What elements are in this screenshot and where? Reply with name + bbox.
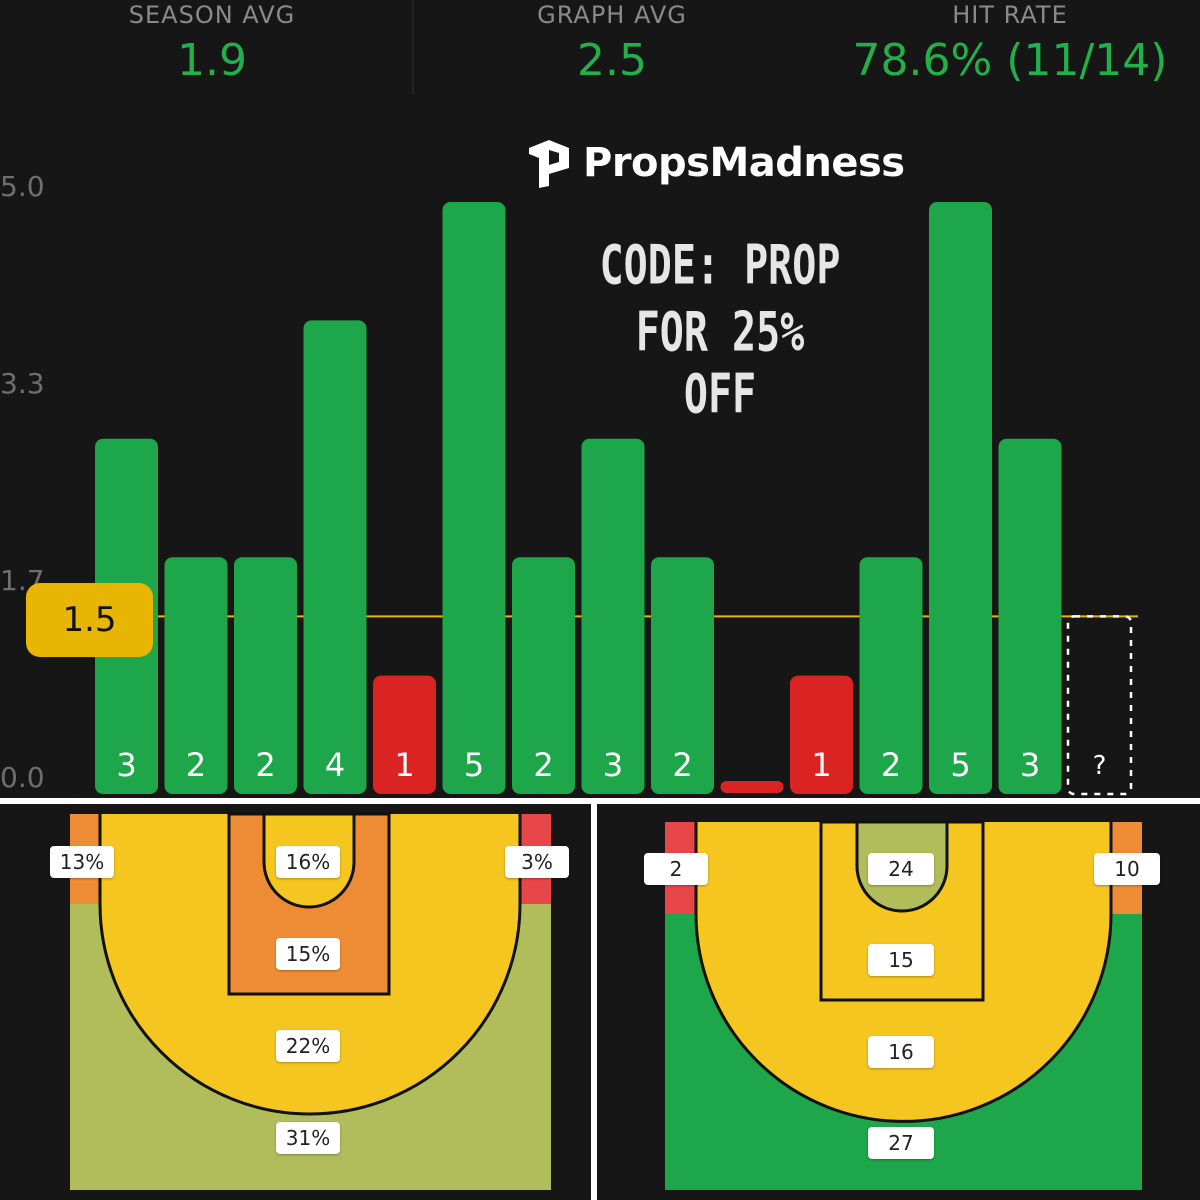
prop-line-badge: 1.5 <box>26 583 153 657</box>
section-divider <box>0 798 1200 804</box>
bar-value-label: 2 <box>672 746 692 784</box>
season-avg-label: SEASON AVG <box>128 1 296 29</box>
brand-logo: PropsMadness <box>527 137 905 189</box>
graph-avg-label: GRAPH AVG <box>537 1 687 29</box>
game-bar[interactable] <box>234 557 297 794</box>
bar-value-label: 2 <box>255 746 275 784</box>
bar-value-label: 3 <box>1020 746 1040 784</box>
promo-discount-text: FOR 25% OFF <box>635 301 805 427</box>
bar-value-label: 1 <box>394 746 414 784</box>
bar-value-label: 5 <box>464 746 484 784</box>
y-tick-label: 5.0 <box>0 170 45 203</box>
hit-rate-value: 78.6% (11/14) <box>852 35 1168 86</box>
left-corner-label: 13% <box>50 846 114 878</box>
game-bar[interactable] <box>164 557 228 794</box>
game-bar[interactable] <box>720 781 784 793</box>
restricted-area-label: 16% <box>276 846 340 878</box>
game-bar[interactable] <box>859 557 923 794</box>
bar-value-label: 2 <box>186 746 206 784</box>
bar-value-label: 2 <box>533 746 553 784</box>
right-corner-label: 3% <box>505 846 569 878</box>
y-tick-label: 0.0 <box>0 761 45 794</box>
graph-avg-stat: GRAPH AVG 2.5 <box>462 0 762 100</box>
brand-name: PropsMadness <box>583 140 905 186</box>
season-avg-stat: SEASON AVG 1.9 <box>62 0 362 100</box>
upcoming-game-label: ? <box>1093 751 1107 781</box>
game-bar[interactable] <box>303 320 367 794</box>
paint-label: 15 <box>868 944 934 976</box>
propsmadness-logo-icon <box>529 140 569 188</box>
upcoming-game-bar[interactable] <box>1066 615 1133 796</box>
bar-value-label: 3 <box>603 746 623 784</box>
left-corner-label: 2 <box>644 853 708 885</box>
prop-bar-chart: 3 2 2 4 1 5 2 3 2 1 2 5 3? <box>95 202 1138 796</box>
game-bar[interactable] <box>442 202 506 794</box>
bar-value-label: 2 <box>881 746 901 784</box>
season-avg-value: 1.9 <box>177 35 247 86</box>
bar-value-label: 4 <box>325 746 345 784</box>
game-bar[interactable] <box>373 675 436 794</box>
paint-label: 15% <box>276 938 340 970</box>
hit-rate-label: HIT RATE <box>952 1 1068 29</box>
stats-header: SEASON AVG 1.9 GRAPH AVG 2.5 HIT RATE 78… <box>0 0 1200 105</box>
game-bar[interactable] <box>998 438 1062 794</box>
midrange-label: 22% <box>276 1030 340 1062</box>
y-tick-label: 3.3 <box>0 367 45 400</box>
midrange-label: 16 <box>868 1036 934 1068</box>
promo-code-text: CODE: PROP <box>599 234 841 298</box>
restricted-area-label: 24 <box>868 853 934 885</box>
hit-rate-stat: HIT RATE 78.6% (11/14) <box>830 0 1190 100</box>
bar-value-label: 3 <box>116 746 136 784</box>
bar-value-label: 1 <box>811 746 831 784</box>
game-bar[interactable] <box>651 557 714 794</box>
stat-divider <box>412 0 414 95</box>
above-break-label: 27 <box>868 1127 934 1159</box>
bar-value-label: 5 <box>950 746 970 784</box>
right-corner-label: 10 <box>1094 853 1160 885</box>
graph-avg-value: 2.5 <box>577 35 647 86</box>
game-bar[interactable] <box>512 557 575 794</box>
game-bar[interactable] <box>929 202 992 794</box>
above-break-label: 31% <box>276 1122 340 1154</box>
game-bar[interactable] <box>581 438 645 794</box>
court-divider <box>591 798 597 1200</box>
game-bar[interactable] <box>790 675 853 794</box>
